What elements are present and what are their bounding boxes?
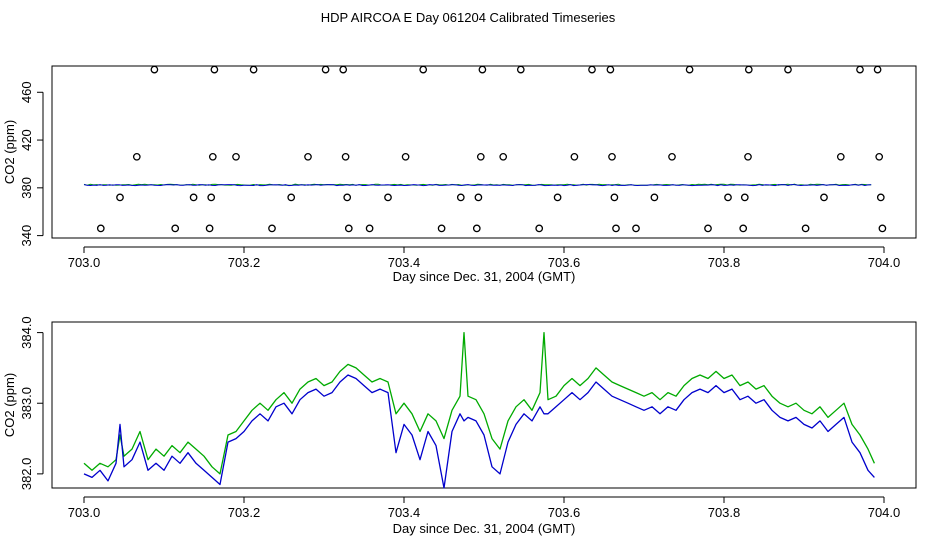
x-tick-label: 704.0 (868, 255, 901, 270)
calibration-point (343, 193, 352, 202)
plot-frame (51, 321, 917, 489)
x-tick-label: 703.0 (68, 505, 101, 520)
calibration-point (724, 193, 732, 202)
calibration-point (116, 193, 124, 202)
calibration-point (344, 224, 353, 233)
calibration-point (801, 224, 810, 233)
calibration-point (608, 152, 616, 161)
calibration-point (553, 193, 562, 202)
y-axis-title: CO2 (ppm) (2, 120, 17, 184)
calibration-point (208, 152, 217, 161)
chart-title: HDP AIRCOA E Day 061204 Calibrated Times… (321, 10, 616, 25)
calibration-point (650, 193, 659, 202)
series-line-blue (83, 374, 875, 489)
y-tick-label: 382.0 (19, 458, 34, 491)
calibration-point (171, 224, 180, 233)
calibration-point (516, 65, 525, 74)
x-tick-label: 703.0 (68, 255, 101, 270)
calibration-point (401, 152, 410, 161)
x-tick-label: 703.2 (228, 255, 261, 270)
calibration-point (570, 152, 579, 161)
x-axis-title: Day since Dec. 31, 2004 (GMT) (393, 521, 576, 536)
calibration-point (472, 224, 481, 233)
calibration-point (744, 152, 752, 161)
x-tick-label: 703.8 (708, 505, 741, 520)
series-line-blue (83, 184, 872, 187)
calibration-point (739, 224, 748, 233)
calibration-point (210, 65, 219, 74)
calibration-point (189, 193, 198, 202)
calibration-point (588, 65, 596, 74)
calibration-point (499, 152, 508, 161)
calibration-point (878, 224, 887, 233)
calibration-point (207, 193, 216, 202)
calibration-point (836, 152, 845, 161)
calibration-point (287, 193, 296, 202)
calibration-point (685, 65, 694, 74)
calibration-point (478, 65, 487, 74)
x-tick-label: 703.6 (548, 505, 581, 520)
calibration-point (419, 65, 428, 74)
calibration-point (744, 65, 753, 74)
calibration-point (96, 224, 105, 233)
y-tick-label: 340 (19, 225, 34, 247)
calibration-point (873, 65, 882, 74)
calibration-point (740, 193, 749, 202)
y-axis-title: CO2 (ppm) (2, 373, 17, 437)
calibration-point (339, 65, 348, 74)
calibration-point (632, 224, 640, 233)
calibration-point (437, 224, 446, 233)
x-tick-label: 703.6 (548, 255, 581, 270)
calibration-point (476, 152, 485, 161)
panel-detail-timeseries: 703.0 703.2 703.4 703.6 703.8 704.0 382.0 383.… (2, 316, 917, 536)
calibration-point (875, 152, 884, 161)
calibration-point (612, 224, 620, 233)
x-tick-label: 703.8 (708, 255, 741, 270)
x-tick-label: 703.2 (228, 505, 261, 520)
y-tick-label: 384.0 (19, 316, 34, 349)
calibration-point (610, 193, 619, 202)
calibration-point (784, 65, 792, 74)
calibration-point (341, 152, 350, 161)
y-tick-label: 460 (19, 81, 34, 103)
calibration-point (232, 152, 240, 161)
y-tick-label: 383.0 (19, 387, 34, 420)
calibration-point (205, 224, 214, 233)
calibration-point (820, 193, 828, 202)
calibration-point (304, 152, 312, 161)
calibration-point (268, 224, 276, 233)
calibration-point (132, 152, 141, 161)
calibration-point (384, 193, 392, 202)
x-tick-label: 703.4 (388, 505, 421, 520)
y-tick-label: 380 (19, 177, 34, 199)
y-tick-label: 420 (19, 129, 34, 151)
calibration-point (668, 152, 676, 161)
calibration-point (365, 224, 374, 233)
x-tick-label: 704.0 (868, 505, 901, 520)
calibration-point (150, 65, 159, 74)
calibration-point (249, 65, 258, 74)
calibration-point (456, 193, 465, 202)
calibration-point (535, 224, 544, 233)
series-line-green (83, 331, 875, 475)
calibration-point (704, 224, 712, 233)
calibration-point (856, 65, 864, 74)
calibration-point (876, 193, 885, 202)
calibration-point (606, 65, 615, 74)
calibration-point (474, 193, 483, 202)
calibration-point (321, 65, 330, 74)
x-tick-label: 703.4 (388, 255, 421, 270)
plot-frame (51, 65, 917, 239)
panel-calibrated-timeseries: 703.0 703.2 703.4 703.6 703.8 704.0 340 380 420… (2, 65, 917, 284)
x-axis-title: Day since Dec. 31, 2004 (GMT) (393, 269, 576, 284)
